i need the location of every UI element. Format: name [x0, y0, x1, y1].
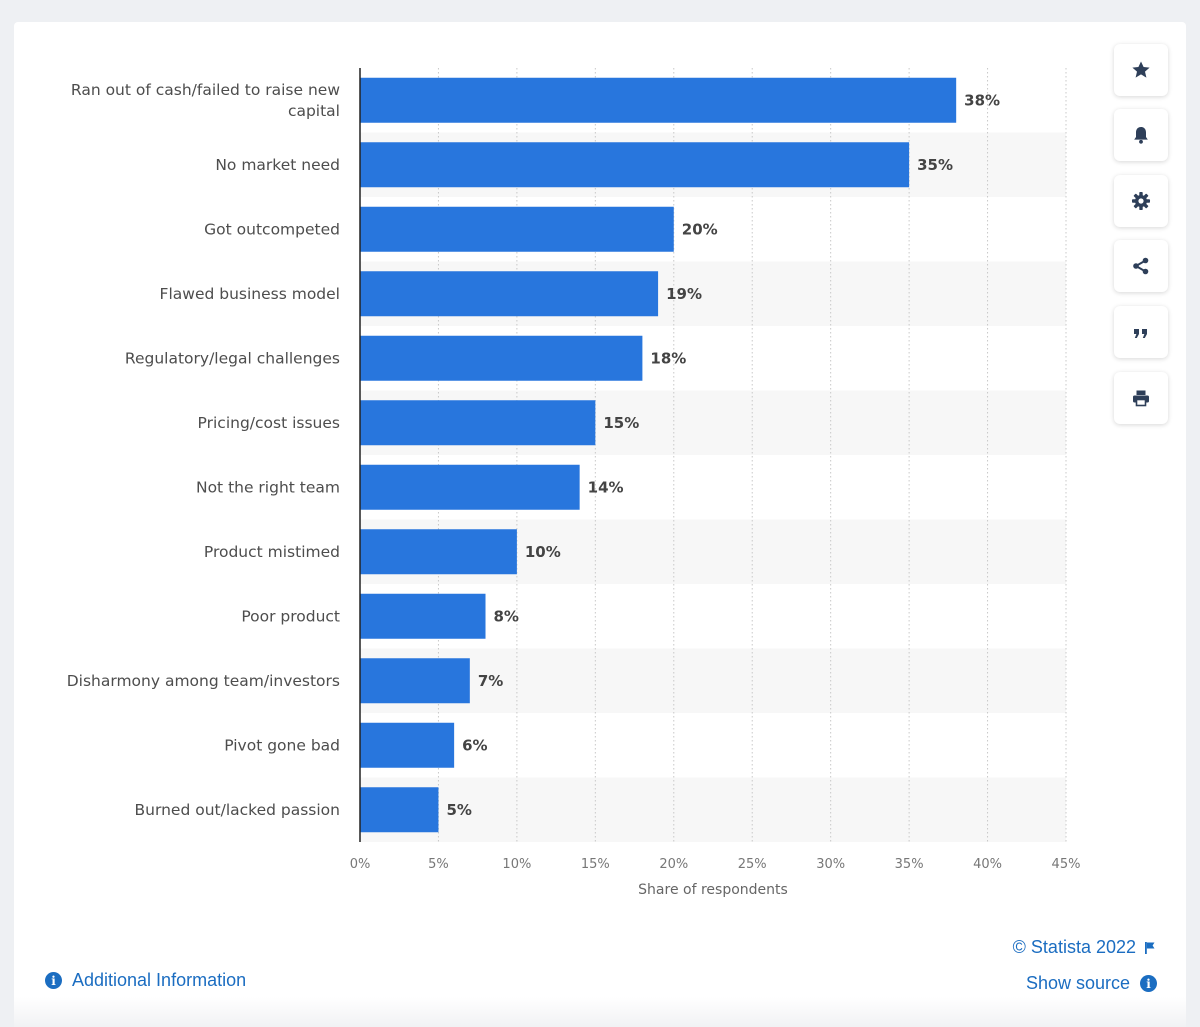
value-label: 8%: [494, 607, 519, 625]
bar[interactable]: [360, 722, 455, 768]
value-labels: 38% 35% 20% 19% 18% 15% 14% 10% 8% 7% 6% 5%: [446, 91, 1000, 819]
category-label: Burned out/lacked passion: [135, 801, 340, 819]
favorite-button[interactable]: [1114, 44, 1168, 96]
x-tick-label: 40%: [973, 857, 1002, 872]
value-label: 7%: [478, 672, 503, 690]
category-label: Disharmony among team/investors: [67, 672, 340, 690]
value-label: 19%: [666, 285, 702, 303]
bar[interactable]: [360, 77, 957, 123]
bar[interactable]: [360, 271, 659, 317]
additional-information-link[interactable]: i Additional Information: [45, 970, 246, 991]
row-band: [360, 648, 1066, 713]
value-label: 20%: [682, 220, 718, 238]
value-label: 15%: [603, 414, 639, 432]
bar[interactable]: [360, 464, 580, 510]
category-label: Pivot gone bad: [224, 736, 340, 754]
info-icon: i: [1140, 975, 1157, 992]
bar[interactable]: [360, 335, 643, 381]
share-icon: [1133, 257, 1149, 275]
star-icon: [1132, 61, 1150, 78]
category-label: No market need: [215, 156, 340, 174]
x-tick-label: 20%: [659, 857, 688, 872]
x-tick-label: 35%: [895, 857, 924, 872]
gear-icon: [1132, 192, 1150, 210]
bar[interactable]: [360, 206, 674, 252]
bar[interactable]: [360, 787, 439, 833]
x-tick-label: 45%: [1052, 857, 1081, 872]
value-label: 14%: [588, 478, 624, 496]
value-label: 18%: [650, 349, 686, 367]
bars: [360, 77, 957, 833]
bar[interactable]: [360, 658, 470, 704]
value-label: 10%: [525, 543, 561, 561]
info-icon: i: [45, 972, 62, 989]
gridlines: [437, 68, 1067, 842]
settings-button[interactable]: [1114, 175, 1168, 227]
category-label: Flawed business model: [160, 285, 340, 303]
category-label: Not the right team: [196, 478, 340, 496]
category-labels: Ran out of cash/failed to raise new capit…: [67, 81, 341, 819]
x-tick-labels: 0% 5% 10% 15% 20% 25% 30% 35% 40% 45%: [350, 857, 1081, 872]
x-tick-label: 30%: [816, 857, 845, 872]
value-label: 38%: [964, 91, 1000, 109]
quote-icon: [1134, 329, 1147, 338]
bar[interactable]: [360, 593, 486, 639]
print-icon: [1133, 390, 1149, 407]
x-axis-title: Share of respondents: [638, 882, 788, 898]
show-source-label[interactable]: Show source: [1025, 973, 1130, 993]
share-button[interactable]: [1114, 240, 1168, 292]
category-label: Poor product: [241, 607, 340, 625]
x-tick-label: 5%: [428, 857, 449, 872]
bar[interactable]: [360, 529, 517, 575]
x-tick-label: 0%: [350, 857, 371, 872]
bar[interactable]: [360, 400, 596, 446]
value-label: 35%: [917, 156, 953, 174]
statista-credit[interactable]: © Statista 2022: [1013, 937, 1156, 958]
show-source-link[interactable]: Show source i: [1026, 973, 1157, 994]
value-label: 5%: [446, 801, 471, 819]
card-bottom-fade: [14, 997, 1186, 1027]
category-label: Pricing/cost issues: [198, 414, 340, 432]
x-tick-label: 10%: [502, 857, 531, 872]
bar[interactable]: [360, 142, 910, 188]
print-button[interactable]: [1114, 372, 1168, 424]
notification-button[interactable]: [1114, 109, 1168, 161]
x-tick-label: 15%: [581, 857, 610, 872]
category-label: Got outcompeted: [204, 220, 340, 238]
flag-icon[interactable]: [1144, 941, 1156, 955]
bar-chart: Ran out of cash/failed to raise new capit…: [67, 68, 1081, 898]
value-label: 6%: [462, 736, 487, 754]
cite-button[interactable]: [1114, 306, 1168, 358]
category-label: Regulatory/legal challenges: [125, 349, 340, 367]
bell-icon: [1134, 127, 1148, 144]
credit-text[interactable]: © Statista 2022: [1012, 937, 1136, 957]
category-label: Product mistimed: [204, 543, 340, 561]
row-band: [360, 777, 1066, 842]
category-label: capital: [288, 102, 340, 120]
category-label: Ran out of cash/failed to raise new: [71, 81, 340, 99]
x-tick-label: 25%: [738, 857, 767, 872]
additional-information-label[interactable]: Additional Information: [72, 970, 247, 990]
